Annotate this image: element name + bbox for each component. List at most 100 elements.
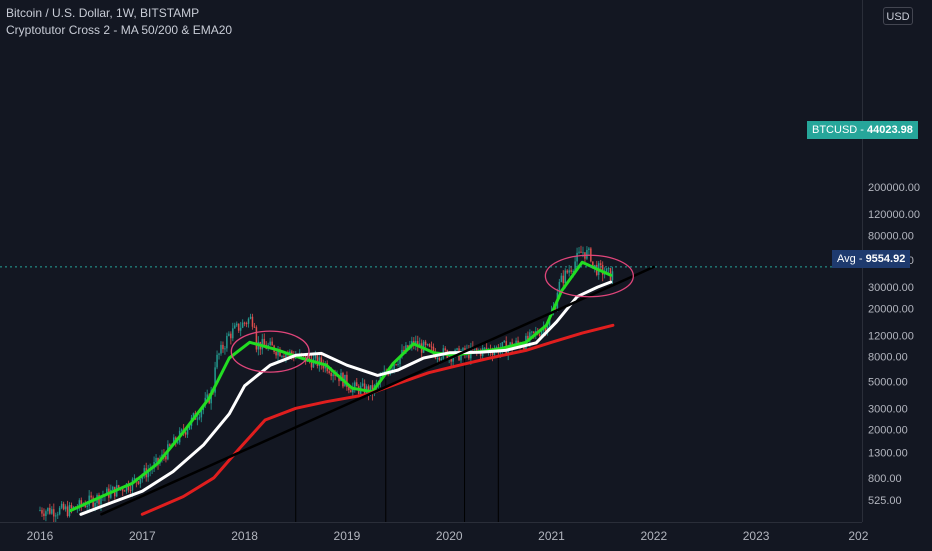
series-layer <box>69 260 656 516</box>
trendline-line <box>100 265 656 516</box>
candle-body <box>141 475 144 480</box>
candle-body <box>243 322 246 324</box>
candle-body <box>544 326 547 333</box>
candle-body <box>346 374 348 387</box>
candle-body <box>123 490 126 492</box>
candle-body <box>43 513 45 517</box>
candle-body <box>426 344 429 346</box>
candle-body <box>172 437 175 446</box>
candle-body <box>143 468 146 476</box>
candle-body <box>49 507 51 514</box>
candle-body <box>263 338 266 345</box>
candle-body <box>51 509 53 514</box>
candle-body <box>86 505 89 508</box>
candle-body <box>580 251 582 253</box>
price-tick-label: 8000.00 <box>868 352 908 364</box>
candle-body <box>562 275 565 284</box>
candle-body <box>399 356 401 364</box>
candle-body <box>592 261 594 267</box>
candle-body <box>277 349 279 356</box>
candle-body <box>58 507 61 515</box>
candle-body <box>405 345 407 353</box>
currency-button[interactable]: USD <box>883 7 913 25</box>
candle-body <box>285 353 287 358</box>
candle-body <box>475 348 478 351</box>
candle-body <box>485 347 488 351</box>
candle-body <box>249 316 252 319</box>
candle-body <box>538 334 541 337</box>
candle-body <box>206 394 209 398</box>
candle-body <box>60 503 63 508</box>
price-tick-label: 30000.00 <box>868 282 914 294</box>
candle-body <box>491 352 494 355</box>
candle-body <box>127 483 130 490</box>
candle-body <box>607 268 610 270</box>
candle-body <box>137 481 140 484</box>
candle-body <box>237 323 240 331</box>
candle-body <box>245 323 248 325</box>
candle-body <box>222 344 224 350</box>
candle-body <box>314 355 317 359</box>
candle-body <box>369 385 372 395</box>
candle-body <box>554 307 557 312</box>
candles-layer <box>39 245 614 523</box>
price-tick-label: 2000.00 <box>868 425 908 437</box>
avg-price-badge: Avg - 9554.92 <box>832 250 911 268</box>
price-tick-label: 525.00 <box>868 495 902 507</box>
candle-body <box>397 363 399 365</box>
candle-body <box>574 261 576 271</box>
candle-body <box>483 347 486 349</box>
annotations-layer <box>230 254 634 373</box>
price-tick-label: 5000.00 <box>868 376 908 388</box>
candle-body <box>230 333 232 339</box>
avg-price-separator: - <box>858 253 866 265</box>
candle-body <box>66 506 69 517</box>
candle-body <box>572 270 574 272</box>
candle-body <box>440 358 443 361</box>
candle-body <box>308 356 311 360</box>
price-tick-label: 1300.00 <box>868 447 908 459</box>
price-tick-label: 120000.00 <box>868 209 920 221</box>
candle-body <box>261 338 264 350</box>
candle-body <box>62 503 65 510</box>
candle-body <box>78 500 81 509</box>
candle-body <box>310 359 313 368</box>
candle-body <box>527 335 529 341</box>
candle-body <box>186 429 189 435</box>
time-axis[interactable] <box>0 522 862 551</box>
candle-body <box>460 352 462 361</box>
time-tick-label: 202 <box>848 529 868 543</box>
candle-body <box>353 382 356 387</box>
last-price-symbol: BTCUSD <box>812 124 858 136</box>
candle-body <box>72 506 75 509</box>
chart-area[interactable]: 200000.00120000.0080000.0050000.0030000.… <box>0 0 920 543</box>
candle-body <box>216 354 218 368</box>
avg-price-label: Avg <box>837 253 856 265</box>
candle-body <box>56 514 59 516</box>
time-tick-label: 2018 <box>231 529 258 543</box>
candle-body <box>430 346 433 348</box>
time-tick-label: 2022 <box>640 529 667 543</box>
time-tick-label: 2020 <box>436 529 463 543</box>
candle-body <box>275 351 277 356</box>
candle-body <box>255 327 258 350</box>
candle-body <box>599 263 602 265</box>
candle-body <box>332 374 334 377</box>
candle-body <box>196 418 199 420</box>
price-tick-label: 20000.00 <box>868 303 914 315</box>
candle-body <box>84 504 87 508</box>
vertical-markers-layer <box>295 356 499 522</box>
candle-body <box>169 444 171 446</box>
candle-body <box>271 341 273 346</box>
candle-body <box>515 340 517 345</box>
candle-body <box>45 511 47 517</box>
candle-body <box>611 271 614 281</box>
candle-body <box>281 356 283 358</box>
candle-body <box>188 425 191 430</box>
candle-body <box>330 372 332 377</box>
candle-body <box>532 331 535 333</box>
highlight-circle <box>230 330 310 373</box>
candle-body <box>568 270 571 273</box>
candle-body <box>253 326 256 328</box>
